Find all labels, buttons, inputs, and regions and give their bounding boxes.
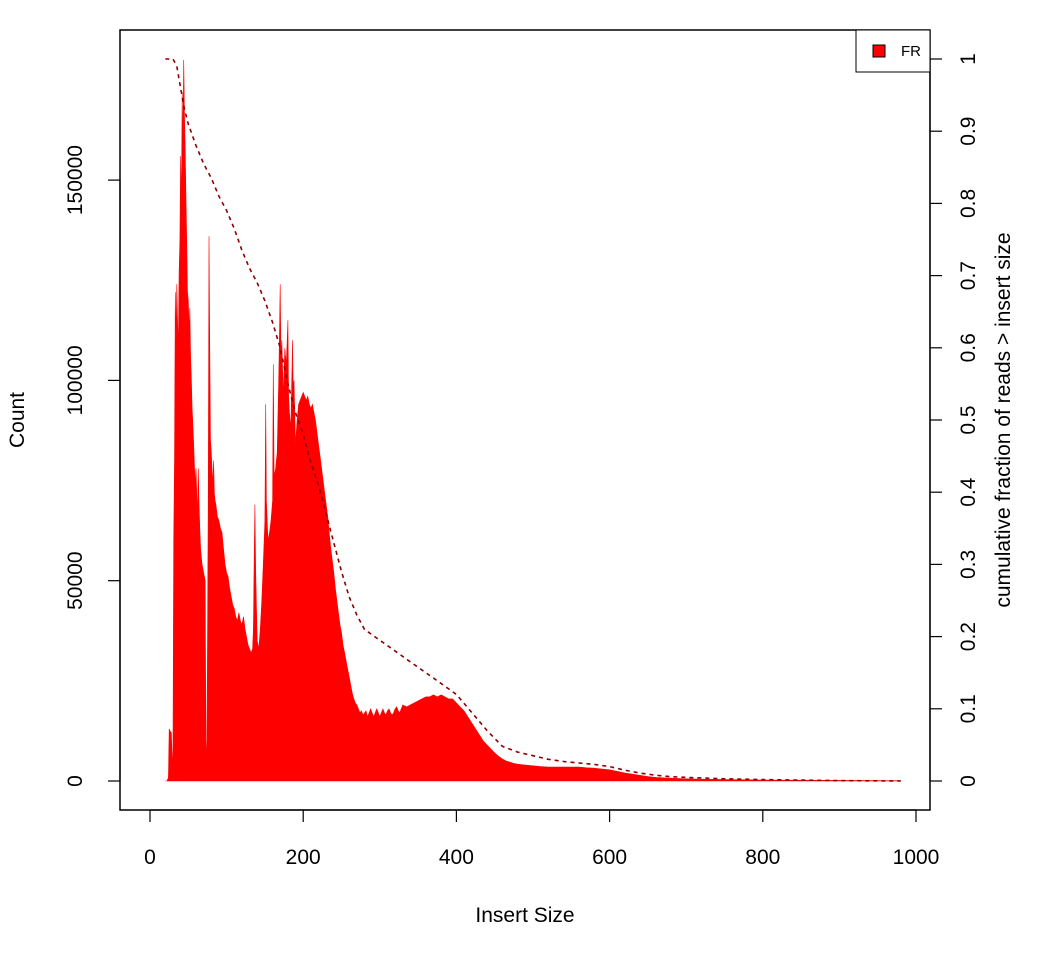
y-tick-label: 50000 [64,551,87,609]
y-right-tick-label: 0.2 [957,622,980,651]
series-fr-area [165,59,901,782]
y-right-tick-label: 0.5 [957,405,980,434]
legend-label-fr: FR [901,43,921,60]
x-tick-label: 400 [439,846,474,869]
x-tick-label: 200 [286,846,321,869]
y-right-tick-label: 0.1 [957,694,980,723]
y-axis-label: Count [6,392,29,448]
cumulative-fraction-line [165,58,901,782]
x-tick-label: 800 [745,846,780,869]
y-right-tick-label: 1 [957,53,980,65]
x-axis-label: Insert Size [475,904,574,927]
legend-swatch-fr [872,44,886,58]
x-tick-label: 600 [592,846,627,869]
x-tick-label: 0 [144,846,156,869]
y-right-axis-label: cumulative fraction of reads > insert si… [992,232,1015,607]
plot-layer [165,58,901,782]
y-right-tick-label: 0.3 [957,550,980,579]
legend: FR [855,29,931,73]
plot-frame [119,29,931,811]
y-right-tick-label: 0.9 [957,117,980,146]
y-tick-label: 0 [64,775,87,787]
x-tick-label: 1000 [893,846,940,869]
y-right-tick-label: 0.4 [957,477,980,507]
y-right-tick-label: 0.6 [957,333,980,362]
y-tick-label: 150000 [64,145,87,215]
y-right-tick-label: 0.8 [957,189,980,218]
legend-box [855,29,931,73]
axes-layer: 0 200 400 600 800 1000 0 50000 100000 150000 0 0.1 0… [64,53,980,869]
y-right-tick-label: 0.7 [957,261,980,290]
y-tick-label: 100000 [64,345,87,415]
y-right-tick-label: 0 [957,775,980,787]
